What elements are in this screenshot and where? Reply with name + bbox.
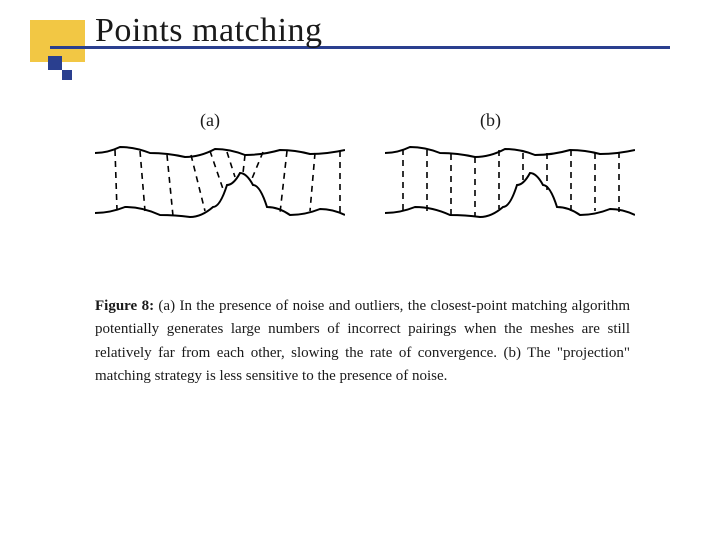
figure-label: Figure 8: [95,298,154,314]
panel-b-label: (b) [480,110,501,131]
panel-a-diagram [95,135,345,235]
decor-blue-square [48,56,62,70]
decor-blue-square-small [62,70,72,80]
panel-a-label: (a) [200,110,220,131]
slide-title: Points matching [95,12,323,50]
figure-caption: Figure 8: (a) In the presence of noise a… [95,295,630,388]
panel-b-diagram [385,135,635,235]
caption-text: (a) In the presence of noise and outlier… [95,298,630,384]
figure-row [95,135,635,275]
